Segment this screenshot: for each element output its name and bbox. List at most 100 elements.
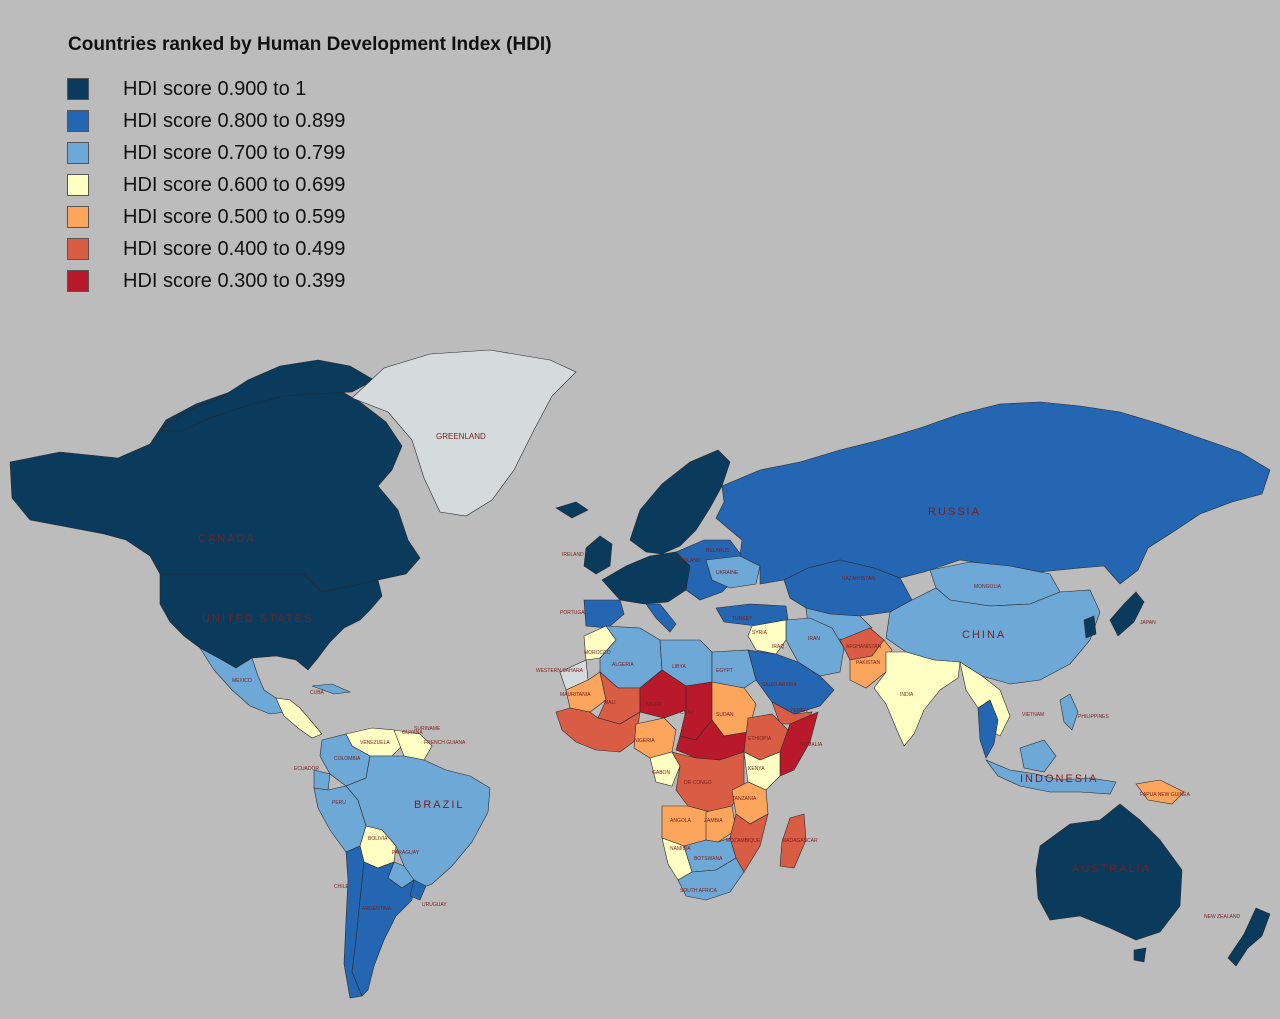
label-ecuador: ECUADOR [294, 766, 319, 772]
label-mongolia: MONGOLIA [974, 584, 1002, 590]
label-chile: CHILE [334, 884, 349, 890]
label-algeria: ALGERIA [612, 662, 634, 668]
legend-swatch [67, 206, 89, 228]
country-cuba [311, 683, 352, 695]
label-afghanistan: AFGHANISTAN [846, 644, 882, 650]
legend-label: HDI score 0.800 to 0.899 [123, 109, 346, 132]
label-egypt: EGYPT [716, 668, 733, 674]
country-iceland [555, 501, 589, 519]
label-guyana: GUYANA [402, 730, 423, 736]
country-uruguay [409, 879, 427, 901]
country-australia [1035, 803, 1183, 941]
label-canada: CANADA [198, 533, 256, 545]
label-mali: MALI [604, 700, 616, 706]
country-arabia [747, 649, 835, 715]
label-yemen: YEMEN [790, 708, 808, 714]
label-zambia: ZAMBIA [704, 818, 723, 824]
label-australia: AUSTRALIA [1072, 863, 1151, 875]
label-mozambique: MOZAMBIQUE [726, 838, 761, 844]
label-kazakhstan: KAZAKHSTAN [842, 576, 875, 582]
label-suriname: SURINAME [414, 726, 441, 732]
country-scandinavia [629, 449, 731, 555]
map-title: Countries ranked by Human Development In… [68, 34, 552, 55]
legend-swatch [67, 174, 89, 196]
label-mexico: MEXICO [232, 678, 252, 684]
country-iran [785, 617, 845, 677]
label-new-zealand: NEW ZEALAND [1204, 914, 1241, 920]
label-turkey: TURKEY [732, 616, 753, 622]
label-brazil: BRAZIL [414, 799, 465, 811]
country-japan [1109, 591, 1145, 637]
label-nigeria: NIGERIA [634, 738, 655, 744]
legend-item: HDI score 0.600 to 0.699 [67, 169, 345, 201]
label-colombia: COLOMBIA [334, 756, 361, 762]
label-libya: LIBYA [672, 664, 686, 670]
label-syria: SYRIA [752, 630, 768, 636]
country-philippines [1059, 693, 1079, 731]
label-pakistan: PAKISTAN [856, 660, 880, 666]
label-indonesia: INDONESIA [1020, 773, 1099, 785]
legend-swatch [67, 270, 89, 292]
legend-item: HDI score 0.700 to 0.799 [67, 137, 345, 169]
label-belarus: BELARUS [706, 548, 730, 554]
label-sudan: SUDAN [716, 712, 734, 718]
label-iraq: IRAQ [772, 644, 784, 650]
legend-item: HDI score 0.500 to 0.599 [67, 201, 345, 233]
country-india [873, 651, 961, 747]
label-madagascar: MADAGASCAR [782, 838, 818, 844]
country-southeast-asia [959, 661, 1011, 737]
label-south-africa: SOUTH AFRICA [680, 888, 718, 894]
legend-label: HDI score 0.600 to 0.699 [123, 173, 346, 196]
country-italy [645, 603, 677, 633]
label-dr-congo: DR CONGO [684, 780, 712, 786]
legend-swatch [67, 142, 89, 164]
country-zambia [705, 805, 737, 843]
country-thailand-malaysia [977, 699, 999, 759]
legend-swatch [67, 110, 89, 132]
country-madagascar [779, 813, 807, 869]
country-egypt [711, 649, 757, 689]
country-ecuador [313, 769, 331, 791]
legend-item: HDI score 0.900 to 1 [67, 73, 345, 105]
label-paraguay: PARAGUAY [392, 850, 420, 856]
label-india: INDIA [900, 692, 914, 698]
legend-item: HDI score 0.300 to 0.399 [67, 265, 345, 297]
label-somalia: SOMALIA [800, 742, 823, 748]
legend-item: HDI score 0.800 to 0.899 [67, 105, 345, 137]
label-greenland: GREENLAND [436, 432, 486, 441]
label-french-guiana: FRENCH GUIANA [424, 740, 466, 746]
legend-label: HDI score 0.700 to 0.799 [123, 141, 346, 164]
legend-label: HDI score 0.400 to 0.499 [123, 237, 346, 260]
country-argentina [351, 861, 415, 997]
label-botswana: BOTSWANA [694, 856, 723, 862]
label-ethiopia: ETHIOPIA [748, 736, 772, 742]
country-central-america [275, 697, 323, 739]
label-tanzania: TANZANIA [732, 796, 757, 802]
label-portugal: PORTUGAL [560, 610, 588, 616]
country-iberia [583, 599, 625, 629]
label-cuba: CUBA [310, 690, 325, 696]
label-western-sahara: WESTERN SAHARA [536, 668, 584, 674]
country-greenland [351, 349, 577, 517]
country-western-europe [601, 551, 691, 605]
label-gabon: GABON [652, 770, 670, 776]
country-central-africa-coast [649, 751, 681, 787]
label-philippines: PHILIPPINES [1078, 714, 1110, 720]
country-borneo [1019, 739, 1057, 773]
label-bolivia: BOLIVIA [368, 836, 388, 842]
label-papua-new-guinea: PAPUA NEW GUINEA [1140, 792, 1191, 798]
label-peru: PERU [332, 800, 346, 806]
country-new-zealand [1227, 907, 1271, 967]
legend-label: HDI score 0.900 to 1 [123, 77, 307, 100]
label-japan: JAPAN [1140, 620, 1156, 626]
country-papua-new-guinea [1135, 779, 1185, 805]
label-ukraine: UKRAINE [716, 570, 739, 576]
country-indonesia [985, 759, 1117, 795]
label-china: CHINA [962, 629, 1006, 641]
label-ireland: IRELAND [562, 552, 584, 558]
country-angola [661, 805, 711, 847]
label-iran: IRAN [808, 636, 820, 642]
country-canada [9, 371, 421, 593]
label-poland: POLAND [680, 558, 701, 564]
